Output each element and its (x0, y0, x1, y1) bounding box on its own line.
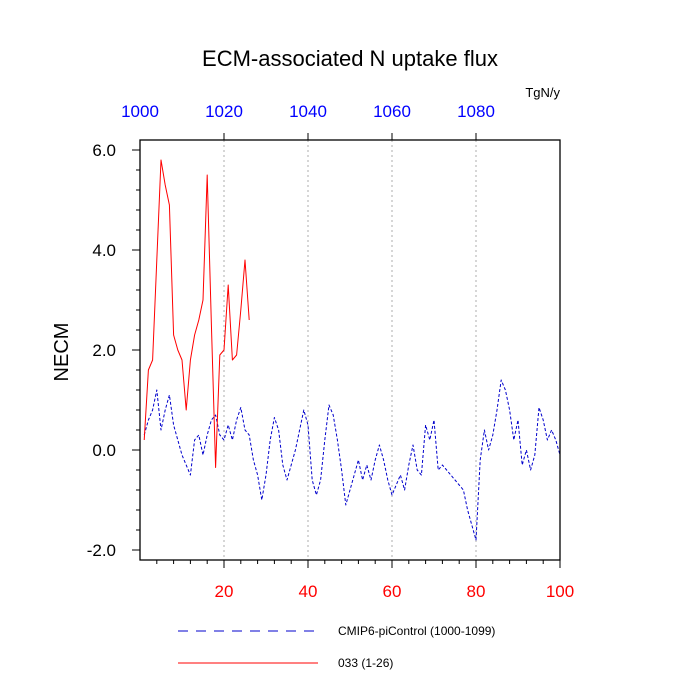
top-tick-label: 1080 (457, 102, 495, 121)
x-tick-label: 100 (546, 582, 574, 601)
top-tick-label: 1040 (289, 102, 327, 121)
top-tick-label: 1060 (373, 102, 411, 121)
plot-frame (139, 139, 561, 561)
y-tick-label: 4.0 (92, 241, 116, 260)
top-tick-label: 1000 (121, 102, 159, 121)
top-tick-label: 1020 (205, 102, 243, 121)
x-tick-label: 20 (215, 582, 234, 601)
y-tick-label: 0.0 (92, 441, 116, 460)
series-layer (143, 159, 561, 541)
unit-label: TgN/y (525, 85, 560, 100)
x-tick-label: 60 (383, 582, 402, 601)
y-tick-label: 2.0 (92, 341, 116, 360)
x-tick-label: 80 (467, 582, 486, 601)
legend-entry: CMIP6-piControl (1000-1099) (338, 624, 495, 638)
y-tick-label: 6.0 (92, 141, 116, 160)
series-line (143, 159, 250, 468)
series-line (143, 379, 561, 541)
x-tick-label: 40 (299, 582, 318, 601)
axis-ticks: 20 40 60 80 100 1000 1020 1040 1060 1080 -2.0 0.0 2.… (87, 102, 574, 601)
chart-title: ECM-associated N uptake flux (202, 46, 498, 71)
legend: CMIP6-piControl (1000-1099) 033 (1-26) (178, 624, 495, 670)
legend-entry: 033 (1-26) (338, 656, 393, 670)
y-axis-label: NECM (51, 323, 73, 382)
y-tick-label: -2.0 (87, 541, 116, 560)
